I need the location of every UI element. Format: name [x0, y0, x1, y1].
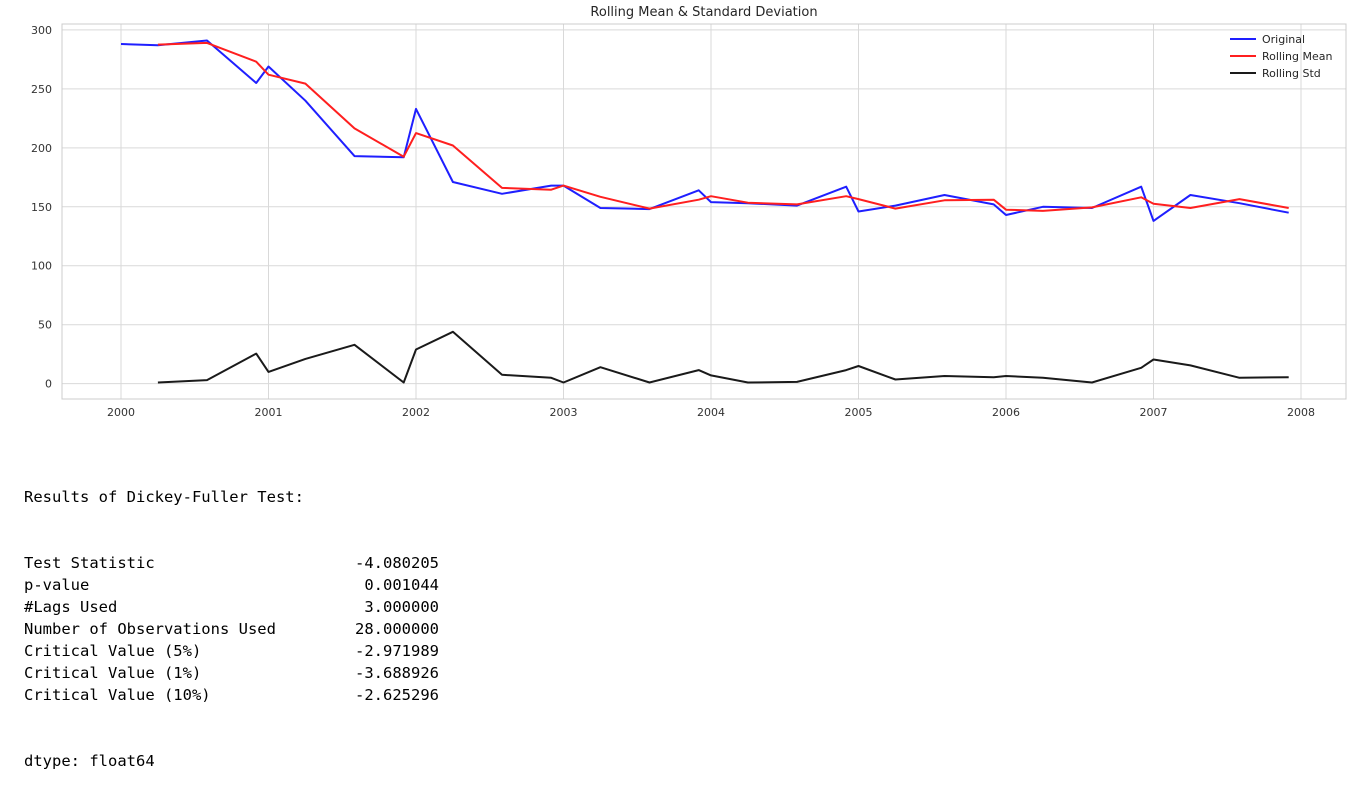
- output-row-value: -3.688926: [355, 664, 439, 682]
- output-row-value: 3.000000: [364, 598, 439, 616]
- rolling-stats-chart: Rolling Mean & Standard Deviation 2000 20…: [31, 5, 1347, 419]
- legend: Original Rolling Mean Rolling Std: [1230, 33, 1332, 80]
- output-row: Critical Value (1%) -3.688926: [24, 662, 439, 684]
- y-tick-label: 50: [38, 319, 52, 332]
- x-tick-label: 2004: [697, 406, 725, 419]
- x-tick-label: 2003: [550, 406, 578, 419]
- output-row-label: Critical Value (5%): [24, 642, 202, 660]
- x-tick-label: 2007: [1140, 406, 1168, 419]
- output-row-label: Critical Value (10%): [24, 686, 211, 704]
- x-tick-label: 2006: [992, 406, 1020, 419]
- output-row-value: -2.971989: [355, 642, 439, 660]
- x-tick-label: 2008: [1287, 406, 1315, 419]
- output-row: Critical Value (10%) -2.625296: [24, 684, 439, 706]
- grid: [62, 24, 1346, 399]
- series-line-original: [120, 39, 1289, 222]
- legend-label-rolling-mean: Rolling Mean: [1262, 50, 1332, 63]
- output-row-value: 28.000000: [355, 620, 439, 638]
- y-tick-label: 0: [45, 378, 52, 391]
- series-lines: [120, 39, 1289, 384]
- output-row-label: Test Statistic: [24, 554, 155, 572]
- series-line-rolling-std: [157, 330, 1289, 384]
- plot-area-frame: [61, 23, 1347, 400]
- output-row-value: 0.001044: [364, 576, 439, 594]
- y-tick-label: 100: [31, 260, 52, 273]
- output-row: p-value 0.001044: [24, 574, 439, 596]
- output-row: Critical Value (5%) -2.971989: [24, 640, 439, 662]
- output-row-label: p-value: [24, 576, 90, 594]
- x-tick-label: 2001: [255, 406, 283, 419]
- output-row-label: #Lags Used: [24, 598, 118, 616]
- x-tick-label: 2002: [402, 406, 430, 419]
- output-row-label: Number of Observations Used: [24, 620, 276, 638]
- output-row-label: Critical Value (1%): [24, 664, 202, 682]
- axis-ticks: 2000 2001 2002 2003 2004 2005 2006 2007 2008 0 50 1…: [31, 24, 1315, 419]
- output-footer: dtype: float64: [24, 752, 155, 770]
- output-row-value: -4.080205: [355, 554, 439, 572]
- series-line-rolling-mean: [157, 41, 1289, 212]
- legend-label-original: Original: [1262, 33, 1305, 46]
- y-tick-label: 200: [31, 142, 52, 155]
- dickey-fuller-output: Results of Dickey-Fuller Test: Test Stat…: [24, 442, 439, 794]
- y-tick-label: 300: [31, 24, 52, 37]
- x-tick-label: 2000: [107, 406, 135, 419]
- output-row: Test Statistic -4.080205: [24, 552, 439, 574]
- output-header: Results of Dickey-Fuller Test:: [24, 488, 304, 506]
- chart-title: Rolling Mean & Standard Deviation: [590, 5, 817, 20]
- output-row-value: -2.625296: [355, 686, 439, 704]
- output-rows: Test Statistic -4.080205 p-value 0.001044 #L…: [24, 552, 439, 706]
- output-row: Number of Observations Used 28.000000: [24, 618, 439, 640]
- output-row: #Lags Used 3.000000: [24, 596, 439, 618]
- legend-label-rolling-std: Rolling Std: [1262, 67, 1321, 80]
- x-tick-label: 2005: [845, 406, 873, 419]
- y-tick-label: 250: [31, 83, 52, 96]
- y-tick-label: 150: [31, 201, 52, 214]
